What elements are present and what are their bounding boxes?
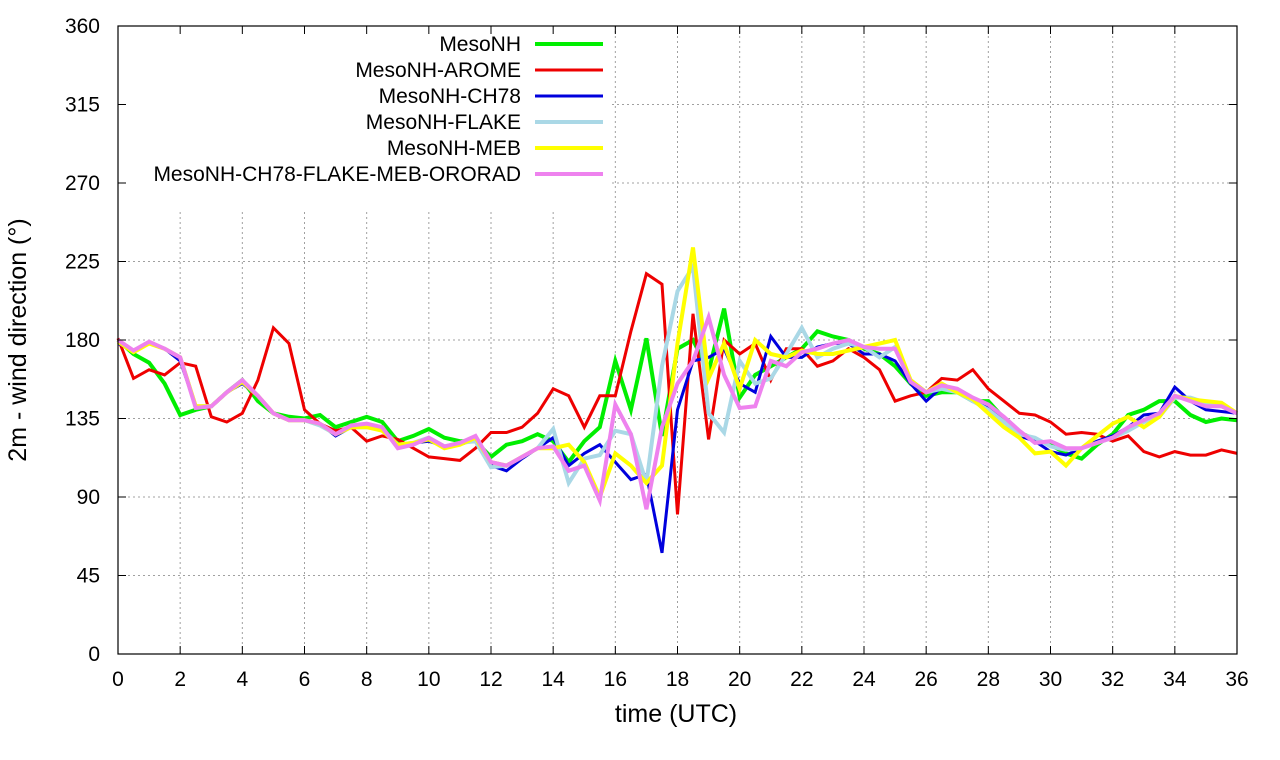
x-tick-label: 16 — [604, 668, 627, 691]
x-tick-label: 30 — [1039, 668, 1062, 691]
y-tick-label: 270 — [65, 172, 100, 195]
x-tick-label: 2 — [174, 668, 186, 691]
x-tick-label: 24 — [852, 668, 876, 691]
y-tick-label: 45 — [77, 565, 100, 588]
legend-label: MesoNH — [439, 33, 521, 56]
legend-label: MesoNH-AROME — [355, 59, 521, 82]
x-tick-label: 0 — [112, 668, 124, 691]
x-tick-label: 14 — [541, 668, 565, 691]
legend-label: MesoNH-MEB — [387, 137, 521, 160]
legend-label: MesoNH-CH78-FLAKE-MEB-ORORAD — [153, 163, 521, 186]
x-tick-label: 22 — [790, 668, 813, 691]
series-line-mesonh-arome — [116, 271, 1238, 515]
x-tick-label: 10 — [417, 668, 440, 691]
x-tick-label: 18 — [666, 668, 689, 691]
x-tick-label: 36 — [1225, 668, 1248, 691]
x-axis-ticks: 0 2 4 6 8 10 12 14 16 18 20 22 24 26 28 30 32 34 36 — [112, 26, 1249, 691]
legend: MesoNH MesoNH-AROME MesoNH-CH78 MesoNH-FLAK… — [153, 33, 603, 186]
x-tick-label: 20 — [728, 668, 751, 691]
x-tick-label: 32 — [1101, 668, 1124, 691]
legend-label: MesoNH-FLAKE — [366, 111, 521, 134]
x-tick-label: 26 — [914, 668, 937, 691]
y-axis-ticks: 0 45 90 135 180 225 270 315 360 — [65, 15, 1237, 666]
y-tick-label: 225 — [65, 251, 100, 274]
x-tick-label: 28 — [977, 668, 1000, 691]
x-tick-label: 4 — [236, 668, 248, 691]
x-tick-label: 12 — [479, 668, 502, 691]
y-tick-label: 315 — [65, 94, 100, 117]
series-line-mesonh-flake — [117, 260, 1238, 488]
y-tick-label: 180 — [65, 329, 100, 352]
y-axis-title: 2m - wind direction (°) — [4, 218, 32, 461]
y-tick-label: 90 — [77, 486, 100, 509]
y-tick-label: 135 — [65, 408, 100, 431]
x-tick-label: 6 — [299, 668, 311, 691]
x-tick-label: 34 — [1163, 668, 1187, 691]
series-line-mesonh-ch78 — [117, 333, 1238, 554]
legend-label: MesoNH-CH78 — [379, 85, 521, 108]
x-tick-label: 8 — [361, 668, 373, 691]
series-line-mesonh-ch78-flake-meb-ororad — [116, 310, 1238, 510]
y-tick-label: 360 — [65, 15, 100, 38]
x-axis-title: time (UTC) — [615, 700, 737, 728]
y-tick-label: 0 — [88, 643, 100, 666]
plot-series — [116, 247, 1239, 554]
